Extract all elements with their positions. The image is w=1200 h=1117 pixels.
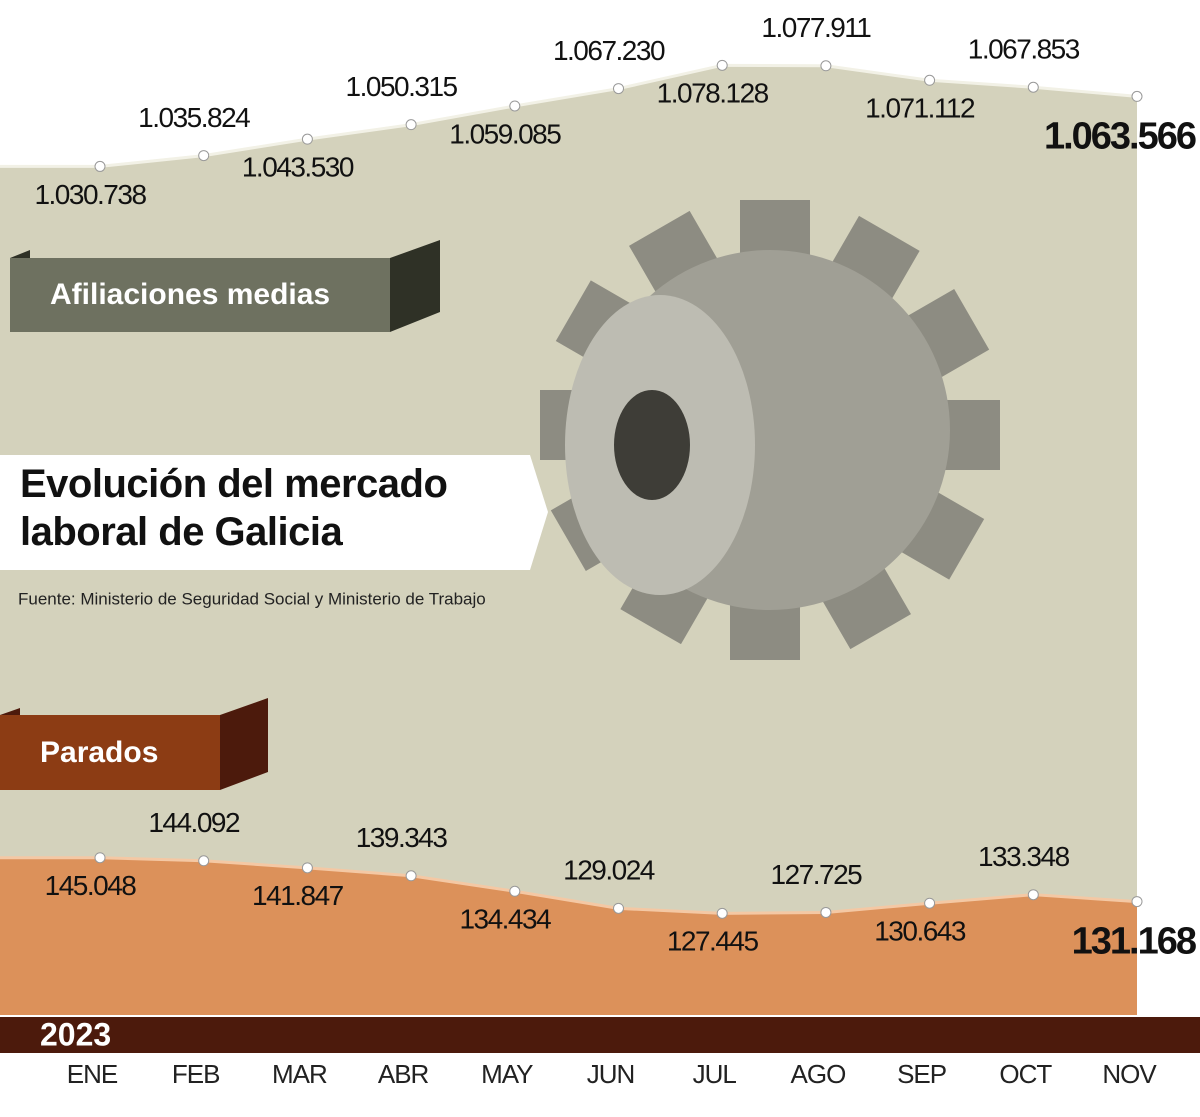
value-label: 1.067.230 bbox=[553, 35, 665, 66]
value-label: 133.348 bbox=[978, 841, 1070, 872]
value-label: 1.078.128 bbox=[657, 78, 769, 109]
value-label: 130.643 bbox=[874, 916, 966, 947]
line bbox=[0, 63, 1138, 168]
value-label: 1.050.315 bbox=[346, 71, 458, 102]
x-tick-label: AGO bbox=[791, 1059, 846, 1089]
x-tick-label: SEP bbox=[897, 1059, 946, 1089]
value-label: 1.071.112 bbox=[865, 93, 975, 124]
value-label: 129.024 bbox=[563, 855, 655, 886]
x-axis-label: 2023 bbox=[40, 1016, 111, 1052]
value-label: 144.092 bbox=[148, 807, 240, 838]
point bbox=[94, 160, 106, 172]
area bbox=[0, 857, 1137, 1015]
chart-title: Evolución del mercado laboral de Galicia bbox=[20, 462, 448, 554]
point bbox=[924, 897, 936, 909]
point bbox=[405, 870, 417, 882]
value-label: 134.434 bbox=[459, 904, 551, 935]
x-tick-label: FEB bbox=[172, 1059, 220, 1089]
value-label: 145.048 bbox=[45, 870, 137, 901]
x-tick-label: MAR bbox=[272, 1059, 327, 1089]
point bbox=[1131, 896, 1143, 908]
value-label: 1.043.530 bbox=[242, 152, 354, 183]
value-label: 127.725 bbox=[771, 859, 863, 890]
point bbox=[1131, 90, 1143, 102]
value-label: 127.445 bbox=[667, 926, 759, 957]
point bbox=[820, 906, 832, 918]
value-label: 1.035.824 bbox=[138, 102, 250, 133]
value-label: 1.077.911 bbox=[761, 12, 871, 43]
value-label: 131.168 bbox=[1072, 921, 1196, 963]
source: Fuente: Ministerio de Seguridad Social y… bbox=[18, 589, 486, 608]
point bbox=[1027, 889, 1039, 901]
title-wrap: Evolución del mercado laboral de Galicia bbox=[20, 462, 448, 554]
point bbox=[301, 133, 313, 145]
gear-illustration bbox=[540, 200, 1000, 660]
point bbox=[613, 83, 624, 95]
point bbox=[613, 902, 624, 914]
point bbox=[820, 60, 832, 72]
point bbox=[924, 74, 936, 86]
x-tick-label: MAY bbox=[481, 1059, 533, 1089]
value-label: 1.059.085 bbox=[449, 118, 561, 149]
line bbox=[0, 856, 1138, 915]
point bbox=[509, 885, 521, 897]
point bbox=[1027, 81, 1039, 93]
value-label: 1.030.738 bbox=[34, 179, 146, 210]
point bbox=[716, 907, 728, 919]
value-label: 141.847 bbox=[252, 880, 344, 911]
point bbox=[198, 855, 210, 867]
point bbox=[301, 862, 313, 874]
x-tick-label: JUL bbox=[693, 1059, 737, 1089]
legend-label: Afiliaciones medias bbox=[50, 278, 330, 311]
value-label: 1.063.566 bbox=[1044, 115, 1196, 157]
title-box bbox=[0, 455, 548, 570]
marks: 1.030.738 1.035.824 1.043.530 1.050.315 1.05… bbox=[34, 12, 1197, 1089]
point bbox=[198, 150, 210, 162]
year-bar bbox=[0, 1017, 1200, 1053]
afiliaciones-header: Afiliaciones medias bbox=[10, 240, 440, 332]
legend-label: Parados bbox=[40, 736, 158, 769]
point bbox=[716, 59, 728, 71]
parados-header: Parados bbox=[0, 698, 268, 790]
value-label: 1.067.853 bbox=[968, 34, 1080, 65]
point bbox=[405, 119, 417, 131]
point bbox=[94, 852, 106, 864]
x-tick-label: JUN bbox=[587, 1059, 635, 1089]
x-tick-label: OCT bbox=[999, 1059, 1052, 1089]
x-tick-label: ENE bbox=[67, 1059, 118, 1089]
value-label: 139.343 bbox=[356, 822, 448, 853]
point bbox=[509, 100, 521, 112]
x-tick-label: NOV bbox=[1102, 1059, 1157, 1089]
x-tick-label: ABR bbox=[378, 1059, 429, 1089]
